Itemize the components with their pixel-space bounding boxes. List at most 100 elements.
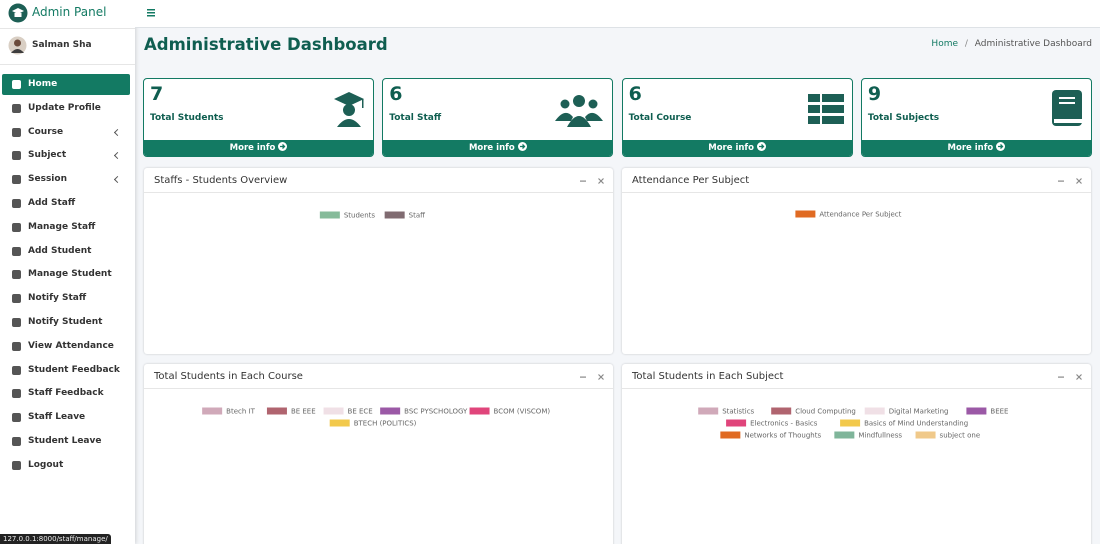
collapse-button[interactable] <box>1057 177 1065 185</box>
legend-swatch <box>840 419 861 427</box>
legend-swatch <box>834 431 855 439</box>
menu-label: Logout <box>28 459 64 470</box>
menu-item[interactable]: Student Leave <box>2 431 130 452</box>
legend-swatch <box>915 431 936 439</box>
menu-icon <box>12 127 21 137</box>
menu-item[interactable]: Subject <box>2 145 130 166</box>
menu-item[interactable]: Session <box>2 169 130 190</box>
breadcrumb-current: Administrative Dashboard <box>974 39 1092 49</box>
collapse-button[interactable] <box>579 373 587 381</box>
legend-label: Digital Marketing <box>889 408 949 416</box>
close-button[interactable] <box>597 373 605 381</box>
legend-swatch <box>698 407 719 415</box>
close-button[interactable] <box>1075 373 1083 381</box>
menu-label: Notify Staff <box>28 293 87 304</box>
menu-label: Add Staff <box>28 198 76 208</box>
menu-item[interactable]: Add Student <box>2 241 130 262</box>
menu-icon <box>12 341 21 351</box>
menu-item[interactable]: Logout <box>2 455 130 476</box>
menu-item[interactable]: Add Staff <box>2 193 130 214</box>
more-info-link[interactable]: More info <box>622 140 852 156</box>
more-info-link[interactable]: More info <box>383 140 613 156</box>
brand-name: Admin Panel <box>32 5 107 19</box>
stat-card: 6 Total Staff More info <box>382 78 614 157</box>
collapse-button[interactable] <box>1057 373 1065 381</box>
arrow-icon <box>996 142 1006 151</box>
top-bar <box>135 0 1100 28</box>
menu-label: Update Profile <box>28 102 101 113</box>
menu-item[interactable]: View Attendance <box>2 336 130 357</box>
stat-label: Total Staff <box>389 113 442 123</box>
chart: Students Staff <box>319 211 425 220</box>
menu-label: View Attendance <box>28 340 114 351</box>
legend-swatch <box>202 407 223 415</box>
status-bar: 127.0.0.1:8000/staff/manage/ <box>0 534 111 544</box>
arrow-icon <box>756 142 766 151</box>
page-title: Administrative Dashboard <box>144 35 388 54</box>
more-info-link[interactable]: More info <box>861 140 1091 156</box>
legend-label: BEEE <box>990 408 1008 416</box>
legend-swatch <box>266 407 287 415</box>
menu-icon <box>12 246 21 256</box>
legend-label: Students <box>344 212 376 220</box>
legend-label: Basics of Mind Understanding <box>864 420 968 428</box>
chart-panel: Total Students in Each Course Btech IT BE … <box>144 364 613 544</box>
menu-label: Student Leave <box>28 436 102 446</box>
legend-label: Cloud Computing <box>795 408 856 416</box>
legend-label: Electronics - Basics <box>750 420 818 428</box>
stat-value: 7 <box>150 83 164 105</box>
menu-label: Staff Leave <box>28 412 86 423</box>
legend-swatch <box>795 210 816 218</box>
collapse-button[interactable] <box>579 177 587 185</box>
legend-label: Staff <box>409 212 425 220</box>
menu-item[interactable]: Notify Student <box>2 312 130 333</box>
stat-value: 9 <box>867 83 882 105</box>
menu-icon <box>12 460 21 470</box>
menu-item[interactable]: Staff Leave <box>2 407 130 428</box>
menu-item[interactable]: Manage Student <box>2 264 130 285</box>
legend-label: BE ECE <box>348 408 373 416</box>
arrow-icon <box>278 142 288 151</box>
legend-label: Btech IT <box>226 408 255 416</box>
legend-label: BSC PYSCHOLOGY <box>404 408 468 416</box>
menu-item[interactable]: Staff Feedback <box>2 383 130 404</box>
menu-item[interactable]: Student Feedback <box>2 360 130 381</box>
menu-label: Subject <box>28 150 67 161</box>
menu-item[interactable]: Home <box>2 74 130 95</box>
stat-label: Total Course <box>628 113 692 123</box>
menu-item[interactable]: Update Profile <box>2 98 130 119</box>
menu-icon <box>12 80 21 89</box>
chart: Attendance Per Subject00.20.40.60.81.01.… <box>795 210 902 219</box>
close-button[interactable] <box>1075 177 1083 185</box>
menu-label: Session <box>28 174 67 185</box>
sidebar: Admin Panel Salman Sha Home Update Profil… <box>0 0 135 544</box>
legend-swatch <box>469 407 490 415</box>
arrow-icon <box>517 142 527 151</box>
menu-toggle[interactable] <box>147 8 156 17</box>
legend-swatch <box>864 407 885 415</box>
chevron <box>113 128 122 136</box>
menu-label: Home <box>28 79 58 89</box>
stat-label: Total Subjects <box>867 113 940 123</box>
legend-swatch <box>966 407 987 415</box>
menu-label: Student Feedback <box>28 364 120 375</box>
legend-swatch <box>384 211 405 219</box>
legend-label: BCOM (VISCOM) <box>494 408 551 416</box>
chart-panel: Total Students in Each Subject Statistics… <box>622 364 1091 544</box>
stat-icon <box>334 92 364 127</box>
panel-divider <box>144 192 613 193</box>
menu-icon <box>12 365 21 375</box>
legend-swatch <box>380 407 401 415</box>
menu-icon <box>12 270 21 280</box>
close-button[interactable] <box>597 177 605 185</box>
menu-item[interactable]: Course <box>2 122 130 143</box>
legend-label: Statistics <box>722 408 754 416</box>
breadcrumb-link[interactable]: Home <box>931 39 958 49</box>
stat-card: 6 Total Course More info <box>621 78 853 157</box>
more-info-link[interactable]: More info <box>144 140 373 156</box>
legend-swatch <box>319 211 340 219</box>
menu-label: Notify Student <box>28 317 103 327</box>
menu-item[interactable]: Notify Staff <box>2 288 130 309</box>
menu-item[interactable]: Manage Staff <box>2 217 130 238</box>
